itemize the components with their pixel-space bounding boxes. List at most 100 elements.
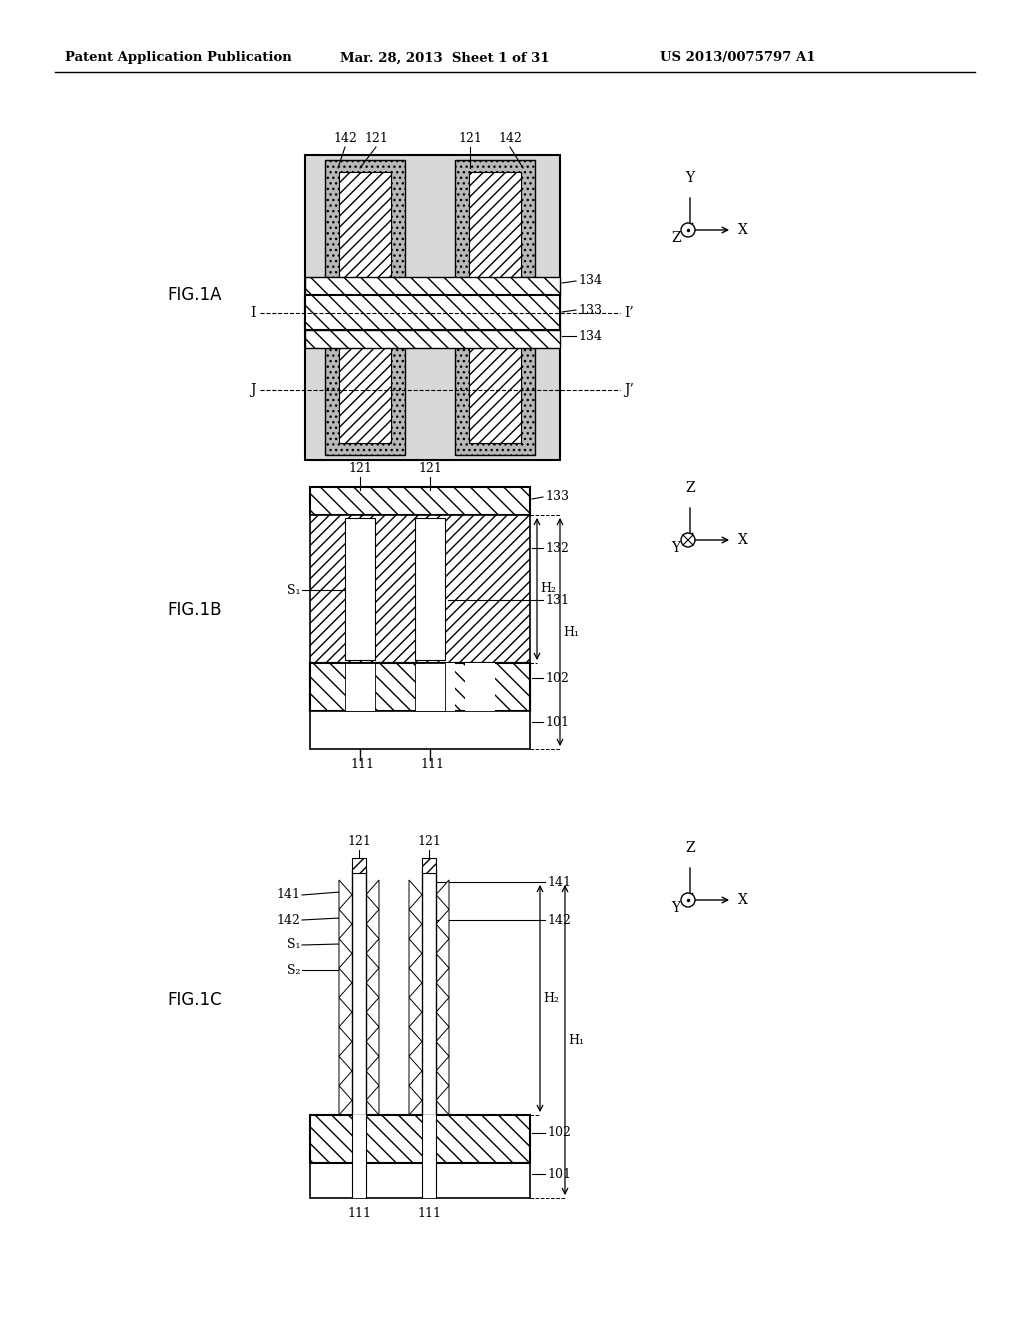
- Polygon shape: [436, 998, 449, 1027]
- Bar: [425, 663, 455, 711]
- Text: 142: 142: [547, 913, 570, 927]
- Polygon shape: [436, 1027, 449, 1056]
- Text: I: I: [251, 306, 256, 319]
- Polygon shape: [409, 968, 422, 998]
- Polygon shape: [409, 998, 422, 1027]
- Text: 121: 121: [458, 132, 482, 145]
- Bar: [310, 1115, 530, 1163]
- Text: Y: Y: [685, 172, 694, 185]
- Text: 133: 133: [545, 491, 569, 503]
- Text: 121: 121: [348, 462, 372, 475]
- Polygon shape: [339, 939, 352, 968]
- Polygon shape: [366, 1027, 379, 1056]
- Text: Z: Z: [671, 231, 681, 246]
- Bar: [339, 172, 391, 444]
- Bar: [310, 663, 530, 711]
- Polygon shape: [339, 1056, 352, 1085]
- Polygon shape: [409, 939, 422, 968]
- Text: S₁: S₁: [287, 939, 300, 952]
- Text: X: X: [738, 223, 748, 238]
- Polygon shape: [366, 1056, 379, 1085]
- Text: 141: 141: [547, 875, 571, 888]
- Text: W: W: [352, 1138, 362, 1147]
- Bar: [310, 711, 530, 748]
- Text: 111: 111: [350, 758, 374, 771]
- Text: 133: 133: [578, 304, 602, 317]
- Text: X: X: [738, 533, 748, 546]
- Bar: [469, 172, 521, 444]
- Bar: [352, 870, 366, 1115]
- Text: H₂: H₂: [540, 582, 556, 595]
- Bar: [455, 160, 535, 455]
- Polygon shape: [409, 1056, 422, 1085]
- Text: 141: 141: [276, 888, 300, 902]
- Bar: [305, 154, 560, 459]
- Bar: [345, 663, 375, 711]
- Polygon shape: [409, 909, 422, 939]
- Polygon shape: [366, 968, 379, 998]
- Text: 142: 142: [276, 913, 300, 927]
- Circle shape: [681, 223, 695, 238]
- Polygon shape: [436, 939, 449, 968]
- Bar: [310, 487, 530, 515]
- Bar: [352, 858, 366, 873]
- Text: 142: 142: [498, 132, 522, 145]
- Text: Y: Y: [672, 541, 681, 554]
- Text: 102: 102: [547, 1126, 570, 1139]
- Circle shape: [681, 894, 695, 907]
- Bar: [415, 517, 445, 660]
- Text: 134: 134: [578, 330, 602, 342]
- Bar: [305, 330, 560, 348]
- Circle shape: [681, 533, 695, 546]
- Bar: [465, 663, 495, 711]
- Text: 111: 111: [347, 1206, 371, 1220]
- Text: Patent Application Publication: Patent Application Publication: [65, 51, 292, 65]
- Polygon shape: [366, 880, 379, 909]
- Bar: [469, 172, 521, 444]
- Text: Y: Y: [672, 902, 681, 915]
- Polygon shape: [339, 880, 352, 909]
- Bar: [422, 870, 436, 1115]
- Text: US 2013/0075797 A1: US 2013/0075797 A1: [660, 51, 815, 65]
- Text: Mar. 28, 2013  Sheet 1 of 31: Mar. 28, 2013 Sheet 1 of 31: [340, 51, 550, 65]
- Text: H₂: H₂: [543, 991, 559, 1005]
- Bar: [422, 1115, 436, 1163]
- Polygon shape: [436, 1056, 449, 1085]
- Bar: [415, 663, 445, 711]
- Bar: [305, 277, 560, 294]
- Text: H₁: H₁: [568, 1034, 584, 1047]
- Bar: [455, 663, 530, 711]
- Text: J’: J’: [624, 383, 634, 397]
- Text: I’: I’: [624, 306, 634, 319]
- Text: 134: 134: [578, 275, 602, 288]
- Text: 102: 102: [545, 672, 569, 685]
- Text: 101: 101: [547, 1167, 571, 1180]
- Bar: [345, 517, 375, 660]
- Text: FIG.1C: FIG.1C: [168, 991, 222, 1008]
- Text: FIG.1A: FIG.1A: [168, 286, 222, 304]
- Text: FIG.1B: FIG.1B: [168, 601, 222, 619]
- Polygon shape: [366, 939, 379, 968]
- Text: 111: 111: [417, 1206, 441, 1220]
- Text: 121: 121: [417, 836, 441, 847]
- Text: 121: 121: [365, 132, 388, 145]
- Polygon shape: [339, 909, 352, 939]
- Text: 101: 101: [545, 715, 569, 729]
- Bar: [325, 160, 406, 455]
- Text: 121: 121: [347, 836, 371, 847]
- Text: X: X: [738, 894, 748, 907]
- Polygon shape: [409, 880, 422, 909]
- Polygon shape: [339, 998, 352, 1027]
- Text: H₁: H₁: [563, 626, 579, 639]
- Text: 111: 111: [420, 758, 444, 771]
- Text: 121: 121: [418, 462, 442, 475]
- Polygon shape: [339, 1085, 352, 1115]
- Bar: [310, 515, 530, 663]
- Text: 132: 132: [545, 541, 569, 554]
- Polygon shape: [436, 909, 449, 939]
- Polygon shape: [339, 968, 352, 998]
- Text: 131: 131: [545, 594, 569, 606]
- Text: S₂: S₂: [287, 964, 300, 977]
- Bar: [339, 172, 391, 444]
- Polygon shape: [366, 909, 379, 939]
